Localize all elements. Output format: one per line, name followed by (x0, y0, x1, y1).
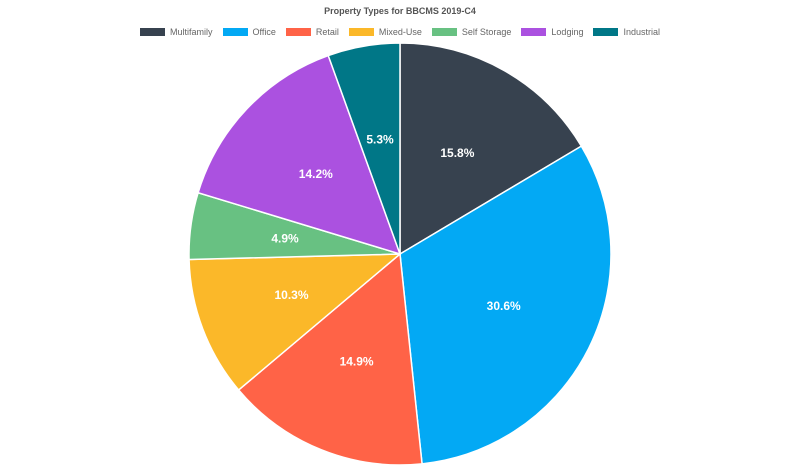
legend-label: Mixed-Use (378, 27, 422, 37)
legend-label: Retail (315, 27, 339, 37)
pie-slice-label: 30.6% (487, 299, 521, 313)
legend-item-retail[interactable]: Retail (285, 27, 339, 37)
pie-slice-label: 4.9% (271, 232, 299, 246)
pie-slice-multifamily[interactable] (399, 42, 583, 256)
legend-item-multifamily[interactable]: Multifamily (140, 27, 213, 37)
legend-swatch (285, 28, 311, 36)
pie-slice-retail[interactable] (237, 252, 423, 466)
legend-swatch (140, 28, 165, 36)
legend-swatch (521, 28, 547, 36)
pie-slice-lodging[interactable] (197, 54, 402, 256)
legend-item-self-storage[interactable]: Self Storage (431, 27, 512, 37)
legend-swatch (348, 28, 374, 36)
pie-slice-label: 10.3% (274, 288, 308, 302)
pie-slice-label: 15.8% (440, 146, 474, 160)
legend-label: Industrial (623, 27, 660, 37)
legend-item-industrial[interactable]: Industrial (593, 27, 660, 37)
legend-item-office[interactable]: Office (222, 27, 276, 37)
legend-label: Self Storage (461, 27, 512, 37)
pie-slice-office[interactable] (399, 145, 612, 465)
pie-slice-label: 5.3% (366, 133, 394, 147)
legend-label: Office (252, 27, 276, 37)
legend-swatch (222, 28, 248, 36)
legend-item-lodging[interactable]: Lodging (521, 27, 583, 37)
chart-legend: Multifamily Office Retail Mixed-Use Self Sto… (0, 27, 800, 37)
legend-label: Lodging (551, 27, 584, 37)
legend-item-mixed-use[interactable]: Mixed-Use (348, 27, 422, 37)
pie-slice-industrial[interactable] (327, 42, 401, 255)
legend-swatch (431, 28, 457, 36)
pie-slice-mixed-use[interactable] (188, 253, 403, 392)
legend-label: Multifamily (170, 27, 213, 37)
pie-slice-label: 14.2% (299, 167, 333, 181)
legend-swatch (593, 28, 619, 36)
chart-title: Property Types for BBCMS 2019-C4 (324, 6, 476, 16)
pie-slice-label: 14.9% (340, 355, 374, 369)
